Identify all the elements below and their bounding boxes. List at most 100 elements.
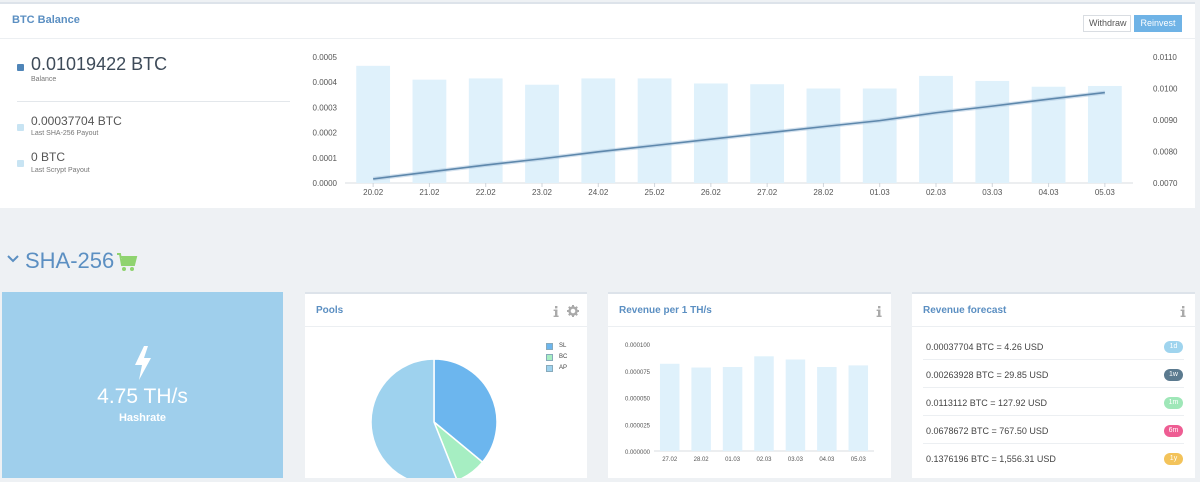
- forecast-row: 0.00037704 BTC = 4.26 USD 1d: [923, 332, 1184, 360]
- btc-balance-title: BTC Balance: [12, 14, 80, 26]
- legend-label-ap: AP: [559, 365, 568, 371]
- balance-divider: [17, 101, 290, 102]
- bar-revenue: [848, 365, 869, 451]
- bar-payout: [581, 78, 616, 183]
- gear-icon[interactable]: [567, 305, 579, 317]
- legend-swatch-sl: [546, 343, 553, 350]
- bar-payout: [525, 84, 559, 183]
- bar-payout: [356, 65, 391, 183]
- x-tick-label: 02.03: [926, 188, 947, 197]
- forecast-badge-1w: 1w: [1164, 369, 1183, 381]
- x-tick-label: 28.02: [694, 457, 710, 463]
- forecast-badge-6m: 6m: [1164, 425, 1183, 437]
- y-tick-label: 0.000050: [625, 397, 651, 403]
- x-tick-label: 28.02: [813, 188, 834, 197]
- info-icon[interactable]: [552, 306, 560, 317]
- y-right-tick-label: 0.0100: [1153, 85, 1178, 94]
- forecast-card-header: Revenue forecast: [912, 294, 1195, 327]
- info-icon[interactable]: [1179, 306, 1187, 317]
- y-tick-label: 0.000025: [625, 423, 651, 429]
- pools-pie-chart: [370, 358, 498, 478]
- x-tick-label: 21.02: [419, 188, 440, 197]
- sha-payout-caption: Last SHA-256 Payout: [31, 130, 99, 137]
- bar-payout: [412, 79, 447, 183]
- hashrate-value: 4.75 TH/s: [97, 385, 188, 408]
- chevron-down-icon[interactable]: [6, 252, 20, 266]
- revenue-card-header: Revenue per 1 TH/s: [608, 294, 891, 327]
- bar-revenue: [659, 363, 680, 451]
- forecast-row-text: 0.00263928 BTC = 29.85 USD: [926, 370, 1049, 380]
- balance-line: [373, 91, 1105, 180]
- btc-balance-header: BTC Balance Withdraw Reinvest: [0, 4, 1195, 39]
- y-tick-label: 0.000075: [625, 370, 651, 376]
- y-right-tick-label: 0.0070: [1153, 179, 1178, 188]
- pools-title: Pools: [316, 305, 344, 316]
- x-tick-label: 05.03: [851, 457, 867, 463]
- y-right-tick-label: 0.0110: [1153, 53, 1177, 62]
- balance-dot-icon: [17, 64, 24, 71]
- revenue-title: Revenue per 1 TH/s: [619, 305, 712, 316]
- bar-payout: [693, 83, 728, 183]
- balance-value: 0.01019422 BTC: [31, 54, 168, 74]
- x-tick-label: 22.02: [476, 188, 497, 197]
- revenue-forecast-card: Revenue forecast 0.00037704 BTC = 4.26 U…: [912, 292, 1195, 478]
- forecast-title: Revenue forecast: [923, 305, 1007, 316]
- info-icon[interactable]: [875, 306, 883, 317]
- scrypt-payout-dot-icon: [17, 160, 24, 167]
- forecast-row: 0.0113112 BTC = 127.92 USD 1m: [923, 388, 1184, 416]
- bar-payout: [1031, 86, 1066, 183]
- scrypt-payout-value: 0 BTC: [31, 150, 66, 164]
- btc-balance-chart: 0.0000 0.0001 0.0002 0.0003 0.0004 0.0005 0.00…: [313, 53, 1178, 197]
- pie-slice-sl: [433, 358, 498, 464]
- pools-card: Pools SL: [305, 292, 587, 478]
- hashrate-tile: 4.75 TH/s Hashrate: [2, 292, 283, 478]
- bar-payout: [637, 78, 672, 183]
- x-tick-label: 04.03: [1039, 188, 1060, 197]
- x-tick-label: 24.02: [588, 188, 609, 197]
- bar-revenue: [817, 367, 837, 451]
- pie-slice-ap: [370, 358, 457, 478]
- forecast-badge-1m: 1m: [1164, 397, 1183, 409]
- forecast-row-text: 0.00037704 BTC = 4.26 USD: [926, 342, 1044, 352]
- y-left-tick-label: 0.0004: [313, 78, 338, 87]
- x-tick-label: 01.03: [870, 188, 891, 197]
- x-tick-label: 27.02: [662, 457, 678, 463]
- withdraw-button[interactable]: Withdraw: [1083, 15, 1131, 32]
- x-tick-label: 01.03: [725, 457, 741, 463]
- pools-card-header: Pools: [305, 294, 587, 327]
- y-right-tick-label: 0.0080: [1153, 148, 1178, 157]
- bar-revenue: [691, 367, 711, 451]
- forecast-row-text: 0.1376196 BTC = 1,556.31 USD: [926, 454, 1056, 464]
- x-tick-label: 26.02: [701, 188, 722, 197]
- legend-label-sl: SL: [559, 343, 567, 349]
- revenue-per-th-card: Revenue per 1 TH/s 0.000000 0.000025 0.000…: [608, 292, 891, 478]
- y-tick-label: 0.000000: [625, 450, 651, 456]
- scrypt-payout-caption: Last Scrypt Payout: [31, 167, 90, 174]
- pie-slice-bc: [433, 421, 484, 478]
- cart-icon[interactable]: [116, 252, 138, 272]
- forecast-badge-1d: 1d: [1164, 341, 1183, 353]
- legend-label-bc: BC: [559, 354, 568, 360]
- y-left-tick-label: 0.0001: [313, 154, 338, 163]
- forecast-row: 0.1376196 BTC = 1,556.31 USD 1y: [923, 444, 1184, 472]
- balance-caption: Balance: [31, 76, 57, 83]
- legend-swatch-bc: [546, 354, 553, 361]
- forecast-badge-1y: 1y: [1164, 453, 1183, 465]
- bar-payout: [919, 75, 953, 183]
- sha-payout-dot-icon: [17, 124, 24, 131]
- hashrate-label: Hashrate: [118, 412, 167, 424]
- y-tick-label: 0.000100: [625, 343, 651, 349]
- sha-section-title: SHA-256: [25, 248, 115, 273]
- y-right-tick-label: 0.0090: [1153, 116, 1178, 125]
- bar-payout: [1087, 85, 1122, 183]
- bar-revenue: [754, 356, 774, 451]
- bar-revenue: [785, 359, 806, 451]
- bar-revenue: [722, 367, 743, 451]
- revenue-bar-chart: 0.000000 0.000025 0.000050 0.000075 0.000100…: [625, 343, 874, 463]
- x-tick-label: 27.02: [757, 188, 778, 197]
- lightning-icon: [135, 346, 151, 380]
- reinvest-button[interactable]: Reinvest: [1134, 15, 1182, 32]
- x-tick-label: 23.02: [532, 188, 553, 197]
- x-tick-label: 02.03: [756, 457, 772, 463]
- forecast-row: 0.00263928 BTC = 29.85 USD 1w: [923, 360, 1184, 388]
